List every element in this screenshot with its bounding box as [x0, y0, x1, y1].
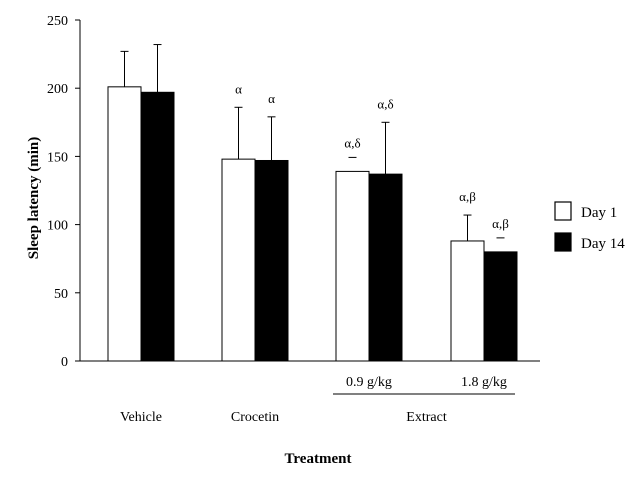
significance-label: α,δ: [377, 96, 393, 111]
y-tick-label: 200: [47, 82, 68, 97]
y-tick-label: 0: [61, 355, 68, 370]
legend-swatch: [554, 232, 572, 252]
legend-swatch: [554, 201, 572, 221]
significance-label: α,δ: [344, 135, 360, 150]
y-tick-label: 100: [47, 219, 68, 234]
bar-day14: [254, 159, 289, 362]
x-axis-title: Treatment: [285, 451, 352, 467]
bar-day1: [107, 86, 142, 362]
bar-day1: [450, 240, 485, 362]
bar-day1: [221, 158, 256, 362]
legend-label: Day 14: [581, 236, 625, 252]
y-tick-label: 50: [54, 287, 68, 302]
category-label: Vehicle: [120, 410, 162, 425]
category-label: 1.8 g/kg: [461, 375, 507, 390]
legend: Day 1 Day 14: [554, 201, 625, 252]
y-tick-label: 150: [47, 150, 68, 165]
legend-label: Day 1: [581, 205, 617, 221]
y-axis-title: Sleep latency (min): [26, 137, 42, 259]
category-label: 0.9 g/kg: [346, 375, 392, 390]
error-bars: [120, 44, 472, 241]
bar-day14: [368, 173, 403, 362]
significance-label: α,β: [492, 216, 509, 231]
bar-day14: [483, 251, 518, 362]
bar-day1: [335, 170, 370, 362]
category-label: Crocetin: [231, 410, 279, 425]
y-tick-label: 250: [47, 14, 68, 29]
bar-day14: [140, 91, 175, 362]
significance-label: α,β: [459, 189, 476, 204]
bars: [107, 86, 518, 362]
category-labels: Vehicle Crocetin 0.9 g/kg 1.8 g/kg Extract: [120, 375, 515, 425]
annotations: α α,δ α,β α α,δ α,β: [235, 81, 509, 239]
group-label: Extract: [406, 410, 447, 425]
significance-label: α: [235, 81, 242, 96]
significance-label: α: [268, 91, 275, 106]
